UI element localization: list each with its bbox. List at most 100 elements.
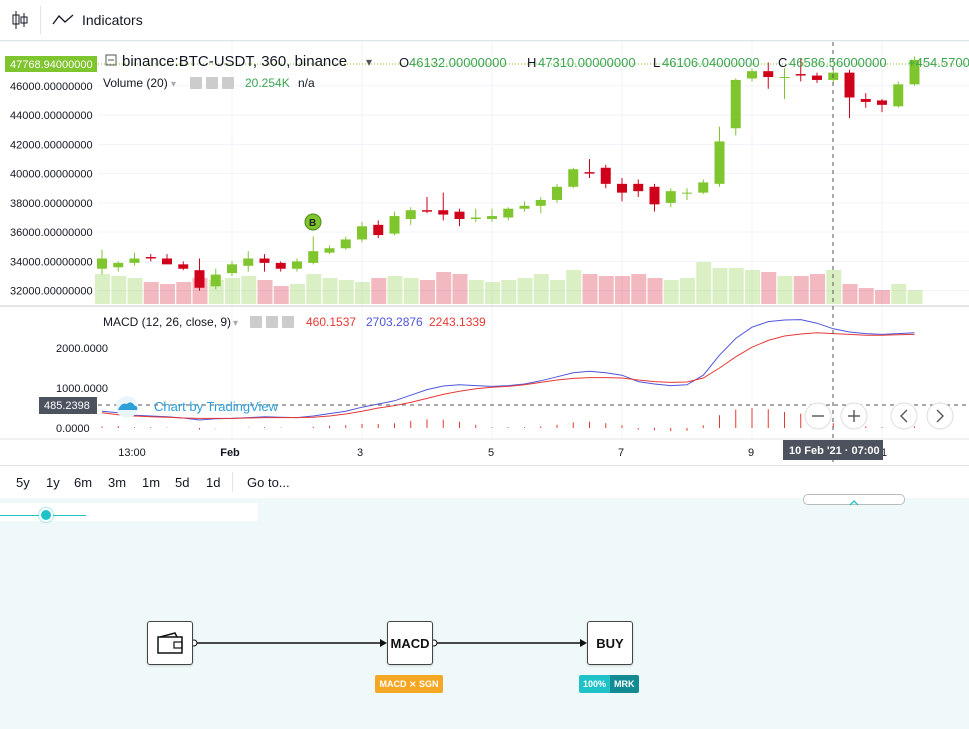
volume-bar	[225, 278, 240, 304]
candle-body	[243, 258, 254, 266]
ohlc-c-label: C	[778, 55, 787, 70]
scroll-right-button[interactable]	[926, 402, 954, 430]
price-tick-label: 34000.00000000	[10, 256, 93, 268]
crosshair-time-badge	[783, 440, 883, 460]
ohlc-h-value: 47310.00000000	[538, 55, 636, 70]
volume-bar	[566, 270, 582, 304]
time-tick-label: 1	[881, 447, 887, 459]
volume-bar	[95, 274, 110, 304]
candle-body	[600, 167, 611, 184]
range-5y[interactable]: 5y	[16, 474, 30, 490]
volume-bar	[485, 282, 500, 304]
buy-percent: 100%	[579, 675, 611, 693]
candle-body	[357, 226, 367, 240]
scroll-left-button[interactable]	[890, 402, 918, 430]
volume-bar	[273, 286, 289, 304]
candle-body	[617, 183, 627, 193]
indicators-label: Indicators	[82, 12, 143, 28]
ohlc-l-value: 46106.04000000	[662, 55, 760, 70]
macd-axis: 2000.0000 1000.0000 0.0000	[56, 343, 108, 435]
range-3m[interactable]: 3m	[108, 474, 127, 490]
macd-visibility-icon[interactable]	[250, 316, 262, 328]
volume-bar	[875, 290, 890, 304]
buy-signal-marker[interactable]	[304, 213, 322, 231]
candle-body	[259, 258, 270, 263]
volume-label: Volume (20)	[103, 76, 168, 90]
macd-hist-value: 460.1537	[306, 315, 356, 329]
macd-line-value: 2703.2876	[366, 315, 423, 329]
volume-bar	[468, 280, 484, 304]
candle-body	[730, 79, 741, 129]
candle-body	[210, 274, 221, 287]
collapse-legend-icon[interactable]	[105, 54, 117, 66]
range-1m[interactable]: 1m	[142, 474, 161, 490]
volume-bar	[647, 278, 663, 304]
macd-node[interactable]: MACD	[387, 621, 433, 665]
goto-button[interactable]: Go to...	[247, 474, 290, 490]
toolbar-divider	[40, 6, 41, 34]
macd-signal-value: 2243.1339	[429, 315, 486, 329]
time-tick-label: 5	[488, 447, 494, 459]
volume-bar	[631, 274, 647, 304]
volume-bar	[290, 284, 305, 304]
price-tick-label: 40000.00000000	[10, 169, 93, 181]
chevron-left-icon	[900, 409, 908, 423]
symbol-menu-icon[interactable]: ▾	[366, 55, 372, 69]
volume-remove-icon[interactable]	[222, 77, 234, 89]
candle-body	[665, 191, 676, 203]
candle-body	[129, 258, 140, 263]
volume-bar	[663, 280, 679, 304]
macd-settings-icon[interactable]	[266, 316, 278, 328]
buy-node[interactable]: BUY	[587, 621, 633, 665]
candle-body	[795, 74, 806, 76]
price-chart[interactable]: 46000.00000000 44000.00000000 42000.000000…	[0, 42, 969, 465]
macd-remove-icon[interactable]	[282, 316, 294, 328]
slider-thumb[interactable]	[39, 508, 53, 522]
candle-body	[552, 186, 562, 200]
range-5d[interactable]: 5d	[175, 474, 190, 490]
tradingview-watermark[interactable]: Chart by TradingView	[154, 399, 279, 414]
range-1y[interactable]: 1y	[46, 474, 60, 490]
candle-body	[747, 71, 757, 79]
volume-bar	[420, 280, 435, 304]
volume-bar	[241, 276, 257, 304]
candlesticks	[97, 56, 920, 291]
chart-area[interactable]: 46000.00000000 44000.00000000 42000.000000…	[0, 42, 969, 497]
candle-body	[422, 210, 432, 212]
panel-resize-handle[interactable]	[803, 494, 905, 506]
tradingview-logo-icon[interactable]	[116, 396, 138, 418]
macd-cross-tag[interactable]: MACD ⨯ SGN	[375, 675, 443, 693]
volume-bar	[842, 284, 858, 304]
volume-bar	[777, 276, 793, 304]
volume-bar	[338, 280, 354, 304]
indicators-button[interactable]: Indicators	[52, 0, 143, 40]
macd-legend-label: MACD (12, 26, close, 9)	[103, 315, 231, 329]
wallet-node[interactable]	[147, 621, 193, 665]
ohlc-l-label: L	[653, 55, 660, 70]
range-1d[interactable]: 1d	[206, 474, 221, 490]
candle-body	[714, 141, 725, 184]
buy-order-tag[interactable]: 100% MRK	[579, 675, 639, 693]
candle-body	[438, 210, 449, 215]
candle-body	[519, 205, 530, 209]
time-tick-label: 13:00	[118, 447, 146, 459]
candle-body	[162, 258, 172, 265]
price-axis: 46000.00000000 44000.00000000 42000.000000…	[10, 81, 93, 298]
volume-bar	[761, 272, 777, 304]
candles-icon[interactable]	[10, 0, 32, 40]
macd-menu-icon[interactable]: ▾	[233, 318, 238, 329]
volume-bar	[322, 278, 338, 304]
volume-settings-icon[interactable]	[206, 77, 218, 89]
ohlc-h-label: H	[527, 55, 536, 70]
range-6m[interactable]: 6m	[74, 474, 93, 490]
volume-bar	[745, 270, 760, 304]
candle-body	[292, 261, 302, 269]
ohlc-o-label: O	[399, 55, 409, 70]
volume-bar	[550, 280, 565, 304]
price-tick-label: 42000.00000000	[10, 139, 93, 151]
crosshair-time: 10 Feb '21 · 07:00	[789, 445, 880, 457]
volume-visibility-icon[interactable]	[190, 77, 202, 89]
volume-menu-icon[interactable]: ▾	[171, 79, 176, 90]
macd-tick-label: 2000.0000	[56, 343, 108, 355]
ohlc-c-value: 46586.56000000	[789, 55, 887, 70]
